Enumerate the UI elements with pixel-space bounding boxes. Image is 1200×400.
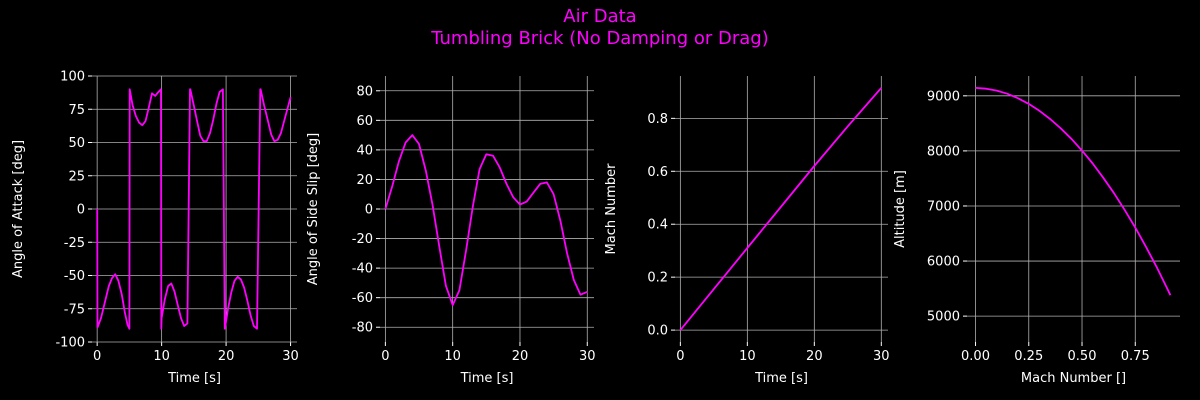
y-tick-label: -25 [64, 236, 85, 251]
x-axis-label: Mach Number [] [1021, 371, 1126, 386]
x-tick-label: 10 [444, 349, 461, 364]
y-tick-label: 8000 [927, 144, 960, 159]
x-tick-label: 30 [282, 349, 299, 364]
data-series-line [96, 88, 292, 330]
x-axis-label: Time [s] [167, 371, 221, 386]
y-axis-label: Angle of Attack [deg] [11, 140, 26, 278]
y-axis-label: Mach Number [604, 163, 619, 255]
y-tick-label: 20 [356, 173, 373, 188]
y-tick-label: 40 [356, 143, 373, 158]
x-tick-label: 30 [579, 349, 596, 364]
figure-title: Air Data [563, 6, 636, 27]
x-axis-label: Time [s] [460, 371, 514, 386]
subplot-side-slip: 0 10 20 30 -80 -60 -40 -20 0 20 40 60 80 Time [s] Angl… [306, 76, 596, 386]
subplot-altitude-vs-mach: 0.00 0.25 0.50 0.75 5000 6000 7000 8000 9000 Mach… [893, 76, 1180, 386]
x-tick-label: 20 [806, 349, 823, 364]
y-tick-label: 0.8 [647, 112, 668, 127]
y-tick-label: 6000 [927, 255, 960, 270]
y-tick-label: -80 [352, 321, 373, 336]
y-tick-label: -75 [64, 302, 85, 317]
data-series-line [975, 87, 1172, 296]
y-tick-label: -50 [64, 269, 85, 284]
subplot-angle-of-attack: 0 10 20 30 -100 -75 -50 -25 0 25 50 75 100 Time [s] An… [11, 70, 299, 387]
y-tick-label: -40 [352, 262, 373, 277]
y-tick-label: 0.0 [647, 324, 668, 339]
y-tick-label: 0 [77, 203, 85, 218]
x-tick-label: 0 [676, 349, 684, 364]
x-tick-label: 0.75 [1121, 349, 1150, 364]
x-tick-label: 0 [381, 349, 389, 364]
y-tick-label: -60 [352, 291, 373, 306]
x-tick-label: 0.25 [1014, 349, 1043, 364]
x-tick-label: 0.50 [1068, 349, 1097, 364]
data-series-line [679, 87, 882, 331]
y-tick-label: -20 [352, 232, 373, 247]
subplot-mach-number: 0 10 20 30 0.0 0.2 0.4 0.6 0.8 Time [s] Mach Numbe… [604, 76, 890, 386]
figure-subtitle: Tumbling Brick (No Damping or Drag) [430, 28, 768, 49]
y-tick-label: 25 [68, 169, 85, 184]
data-series-line [384, 134, 588, 307]
y-tick-label: 7000 [927, 199, 960, 214]
plot-area [967, 76, 1180, 342]
y-tick-label: 0.4 [647, 218, 668, 233]
y-tick-label: 0.2 [647, 271, 668, 286]
x-tick-label: 10 [153, 349, 170, 364]
y-tick-label: 80 [356, 84, 373, 99]
y-tick-label: 0.6 [647, 165, 668, 180]
y-axis-label: Altitude [m] [893, 170, 908, 248]
y-tick-label: 100 [60, 70, 85, 85]
x-axis-label: Time [s] [754, 371, 808, 386]
y-tick-label: 0 [365, 203, 373, 218]
x-tick-label: 30 [873, 349, 890, 364]
x-tick-label: 20 [218, 349, 235, 364]
x-tick-label: 0 [93, 349, 101, 364]
y-tick-label: 60 [356, 114, 373, 129]
y-tick-label: -100 [55, 336, 85, 351]
y-axis-label: Angle of Side Slip [deg] [306, 133, 321, 286]
y-tick-label: 50 [68, 136, 85, 151]
y-tick-label: 75 [68, 103, 85, 118]
y-tick-label: 5000 [927, 310, 960, 325]
x-tick-label: 20 [512, 349, 529, 364]
x-tick-label: 10 [739, 349, 756, 364]
y-tick-label: 9000 [927, 89, 960, 104]
x-tick-label: 0.00 [961, 349, 990, 364]
